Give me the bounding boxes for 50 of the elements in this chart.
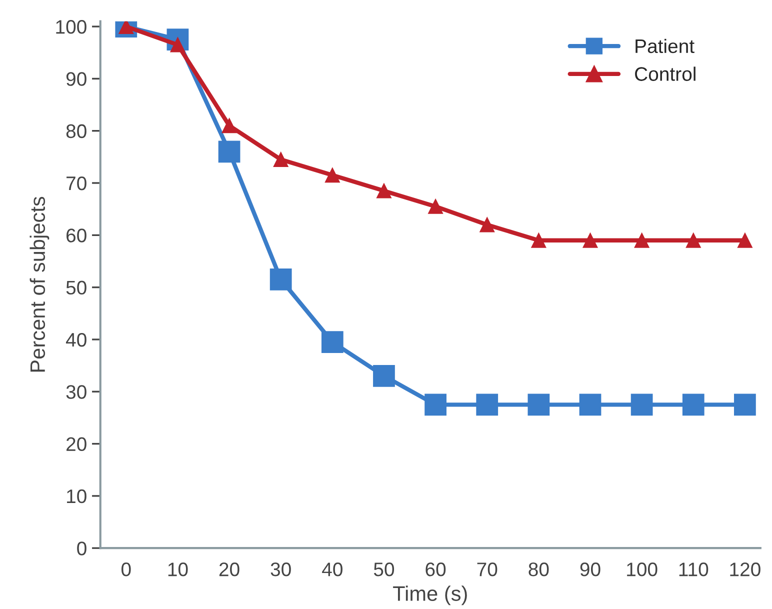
point	[273, 152, 288, 167]
point	[734, 394, 756, 416]
x-tick-label: 40	[322, 562, 342, 576]
point	[582, 232, 598, 248]
x-tick-label: 60	[426, 562, 446, 576]
point	[528, 394, 550, 416]
y-tick-label: 30	[66, 385, 86, 399]
y-tick-label: 100	[56, 20, 86, 34]
y-tick-label: 50	[66, 280, 86, 295]
point	[531, 232, 546, 248]
legend-label: Patient	[636, 38, 694, 54]
y-axis-title: Percent of subjects	[30, 196, 50, 372]
point	[424, 394, 446, 416]
x-tick-label: 0	[121, 562, 131, 576]
x-tick-label: 90	[580, 562, 600, 576]
point	[476, 394, 498, 416]
y-tick-label: 80	[66, 124, 86, 138]
y-tick-label: 10	[67, 489, 86, 504]
y-tick-label: 70	[66, 176, 86, 190]
point	[222, 118, 237, 134]
point	[682, 394, 704, 416]
x-tick-label: 80	[528, 562, 549, 576]
point	[373, 365, 395, 387]
y-tick-label: 40	[66, 332, 86, 347]
point	[634, 232, 650, 248]
x-tick-label: 100	[627, 562, 658, 576]
x-tick-label: 20	[219, 562, 240, 576]
legend-label: Control	[635, 66, 696, 81]
point	[630, 394, 653, 416]
x-tick-label: 50	[374, 562, 394, 576]
point	[324, 168, 340, 183]
x-tick-label: 10	[168, 562, 188, 576]
y-tick-label: 0	[77, 542, 86, 556]
x-tick-label: 110	[679, 562, 708, 576]
point	[218, 140, 240, 163]
y-tick-label: 60	[66, 228, 86, 242]
point	[270, 268, 292, 290]
y-tick-label: 20	[66, 437, 86, 452]
point	[579, 394, 602, 416]
point	[737, 232, 752, 248]
x-axis-title: Time (s)	[393, 586, 467, 606]
point	[686, 232, 701, 248]
y-tick-label: 90	[66, 72, 86, 86]
point	[480, 217, 495, 232]
point	[428, 199, 444, 214]
x-tick-label: 70	[477, 562, 498, 576]
point	[321, 331, 344, 354]
x-tick-label: 30	[270, 562, 291, 576]
point	[376, 183, 392, 198]
x-tick-label: 120	[730, 562, 760, 576]
